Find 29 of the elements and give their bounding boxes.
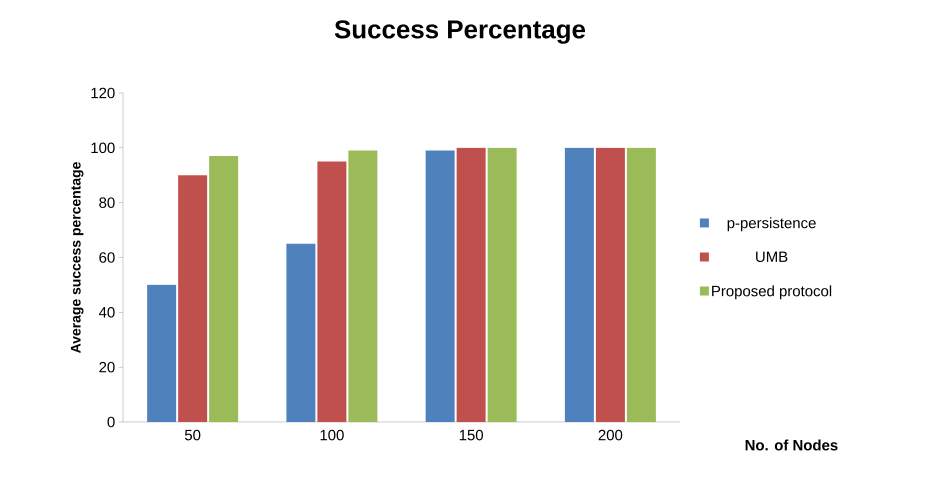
bar (147, 284, 176, 422)
y-tick-label: 60 (99, 252, 115, 263)
bar (488, 148, 517, 422)
legend-label: Proposed protocol (712, 285, 832, 300)
x-tick-label: 100 (320, 430, 344, 440)
bar (286, 244, 316, 422)
x-tick-label: 50 (184, 430, 200, 440)
bar (348, 150, 378, 422)
y-tick-label: 80 (99, 197, 115, 208)
y-axis-title: Average success percentage (70, 162, 84, 354)
y-tick-label: 40 (98, 307, 115, 318)
bar (456, 148, 486, 422)
bar (178, 175, 208, 422)
chart-title: Success Percentage (334, 20, 586, 44)
y-tick-label: 100 (91, 142, 115, 154)
y-tick-label: 0 (108, 416, 115, 428)
bar (596, 148, 625, 422)
bar (317, 162, 346, 422)
bar (209, 156, 238, 422)
x-axis-title: No. of Nodes (746, 440, 838, 450)
text: UMB (756, 252, 788, 262)
bar (426, 150, 455, 422)
bar (564, 148, 594, 422)
legend-label: p-persistence (728, 217, 816, 232)
bar (626, 148, 656, 422)
x-tick-label: 150 (460, 430, 484, 440)
x-tick-label: 200 (598, 430, 622, 440)
y-tick-label: 120 (91, 88, 115, 98)
y-tick-label: 20 (99, 362, 115, 372)
